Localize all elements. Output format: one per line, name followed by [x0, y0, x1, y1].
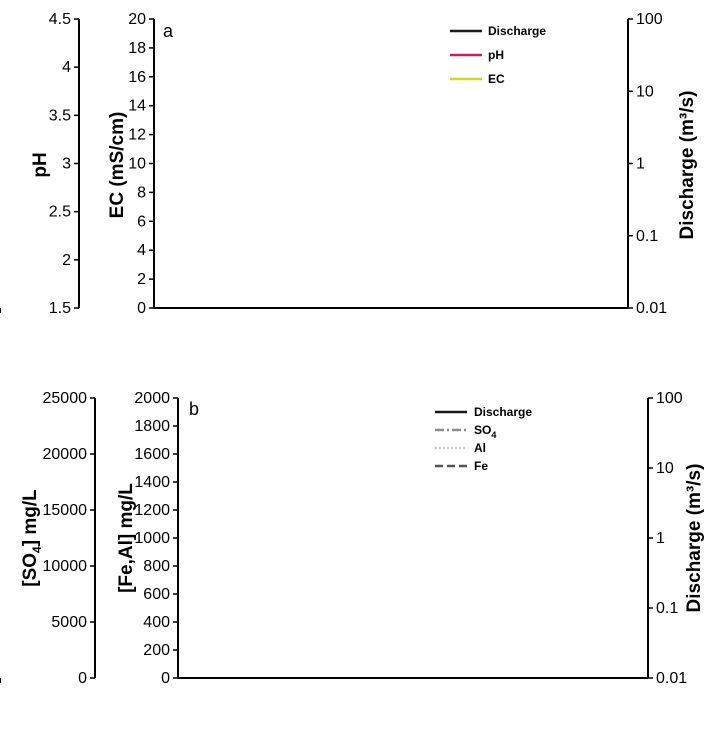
panel-b-so4-tick-label: 15000 — [43, 502, 88, 519]
panel-a-ec-tick-label: 18 — [128, 40, 146, 57]
so4-subscript: 4 — [30, 546, 44, 553]
panel-a-ph-tick-label: 2 — [62, 252, 71, 269]
panel-b-legend-subscript: 4 — [491, 430, 496, 440]
panel-a-ec-tick-label: 16 — [128, 69, 146, 86]
panel-a-ec-tick-label: 14 — [128, 98, 146, 115]
panel-b-discharge-tick-label: 0.1 — [656, 600, 678, 617]
panel-b-feal-tick-label: 800 — [143, 558, 170, 575]
panel-a-ec-tick-label: 10 — [128, 156, 146, 173]
panel-a-ph-tick-label: 4.5 — [49, 11, 71, 28]
panel-a-ph-tick-label: 2.5 — [49, 204, 71, 221]
panel-b-discharge-axis-title: Discharge (m³/s) — [684, 464, 705, 613]
panel-b-discharge-tick-label: 0.01 — [656, 670, 687, 687]
panel-b-legend-label-fe: Fe — [474, 459, 488, 473]
panel-a-legend: Discharge pH EC — [450, 24, 546, 86]
panel-b-feal-tick-label: 1200 — [134, 502, 170, 519]
panel-a-date-axis: 16-sep.21-sep.26-sep.1-oct.6-oct.11-oct.… — [0, 307, 628, 313]
panel-a-ec-tick-label: 0 — [137, 300, 146, 317]
so4-title-rest: ] mg/L — [20, 489, 41, 546]
panel-a-ec-tick-label: 2 — [137, 271, 146, 288]
panel-a-ph-tick-label: 1.5 — [49, 300, 71, 317]
panel-a-ec-tick-label: 20 — [128, 11, 146, 28]
panel-b-feal-tick-label: 400 — [143, 614, 170, 631]
panel-b-discharge-tick-label: 10 — [656, 460, 674, 477]
panel-a-discharge-axis: 0.01 0.1 1 10 100 — [627, 11, 667, 317]
panel-b-legend-label-discharge: Discharge — [474, 405, 532, 419]
panel-b-discharge-tick-label: 1 — [656, 530, 665, 547]
panel-a-legend-label-ec: EC — [488, 72, 505, 86]
panel-a-discharge-tick-label: 0.01 — [636, 300, 667, 317]
panel-b-feal-tick-label: 2000 — [134, 390, 170, 407]
panel-b-feal-tick-label: 0 — [161, 670, 170, 687]
panel-a-ph-axis: 1.5 2 2.5 3 3.5 4 4.5 — [49, 11, 80, 317]
panel-a-ec-tick-label: 8 — [137, 184, 146, 201]
panel-b-feal-tick-label: 1800 — [134, 418, 170, 435]
panel-b: 0 200 400 600 800 1000 1200 1400 1600 1800 2000 0 5… — [0, 390, 705, 687]
panel-b-feal-tick-label: 1600 — [134, 446, 170, 463]
panel-a-ph-axis-title: pH — [30, 152, 51, 177]
panel-b-so4-tick-label: 25000 — [43, 390, 88, 407]
panel-b-so4-tick-label: 10000 — [43, 558, 88, 575]
panel-b-so4-tick-label: 20000 — [43, 446, 88, 463]
panel-a-ph-tick-label: 3.5 — [49, 107, 71, 124]
panel-a-ph-tick-label: 3 — [62, 156, 71, 173]
panel-a-ec-tick-label: 12 — [128, 127, 146, 144]
panel-b-feal-axis-title: [Fe,Al] mg/L — [116, 483, 137, 593]
panel-b-so4-axis: 0 5000 10000 15000 20000 25000 — [43, 390, 96, 687]
panel-b-feal-tick-label: 1000 — [134, 530, 170, 547]
panel-a-label: a — [163, 21, 174, 41]
panel-b-so4-axis-title: [SO4] mg/L — [20, 489, 44, 587]
panel-b-so4-tick-label: 0 — [78, 670, 87, 687]
panel-b-legend-label-so4: SO4 — [474, 423, 496, 440]
panel-b-so4-tick-label: 5000 — [51, 614, 87, 631]
panel-b-legend-label-al: Al — [474, 441, 486, 455]
panel-b-feal-axis: 0 200 400 600 800 1000 1200 1400 1600 1800 2000 — [134, 390, 179, 687]
panel-a-legend-label-discharge: Discharge — [488, 24, 546, 38]
panel-b-date-axis: 16-sep.21-sep.26-sep.1-oct.6-oct.11-oct.… — [0, 677, 648, 683]
panel-a-ph-tick-label: 4 — [62, 59, 71, 76]
panel-a-discharge-tick-label: 100 — [636, 11, 663, 28]
panel-a-discharge-axis-title: Discharge (m³/s) — [677, 91, 698, 240]
panel-a-ec-axis-title: EC (mS/cm) — [107, 112, 128, 219]
panel-b-label: b — [189, 399, 199, 419]
panel-b-feal-tick-label: 1400 — [134, 474, 170, 491]
panel-a-legend-label-ph: pH — [488, 48, 504, 62]
panel-b-feal-tick-label: 200 — [143, 642, 170, 659]
panel-b-discharge-axis: 0.01 0.1 1 10 100 — [647, 390, 687, 687]
panel-b-feal-tick-label: 600 — [143, 586, 170, 603]
panel-a-ec-tick-label: 6 — [137, 213, 146, 230]
panel-b-discharge-tick-label: 100 — [656, 390, 683, 407]
panel-a-discharge-tick-label: 0.1 — [636, 228, 658, 245]
panel-a-ec-axis: 0 2 4 6 8 10 12 14 16 18 20 — [128, 11, 155, 317]
panel-a-discharge-tick-label: 1 — [636, 156, 645, 173]
panel-a-ec-tick-label: 4 — [137, 242, 146, 259]
panel-a-discharge-tick-label: 10 — [636, 83, 654, 100]
